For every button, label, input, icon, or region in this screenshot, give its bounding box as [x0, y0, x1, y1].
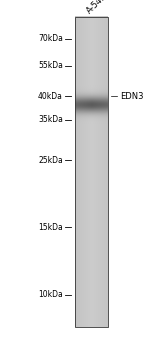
- Text: 10kDa: 10kDa: [38, 290, 63, 299]
- Text: 25kDa: 25kDa: [38, 156, 63, 164]
- Bar: [75, 17, 108, 327]
- Text: EDN3: EDN3: [120, 92, 144, 100]
- Text: 70kDa: 70kDa: [38, 34, 63, 43]
- Text: A-549: A-549: [85, 0, 109, 15]
- Text: 55kDa: 55kDa: [38, 61, 63, 70]
- Text: 15kDa: 15kDa: [38, 223, 63, 232]
- Text: 35kDa: 35kDa: [38, 115, 63, 124]
- Text: 40kDa: 40kDa: [38, 92, 63, 100]
